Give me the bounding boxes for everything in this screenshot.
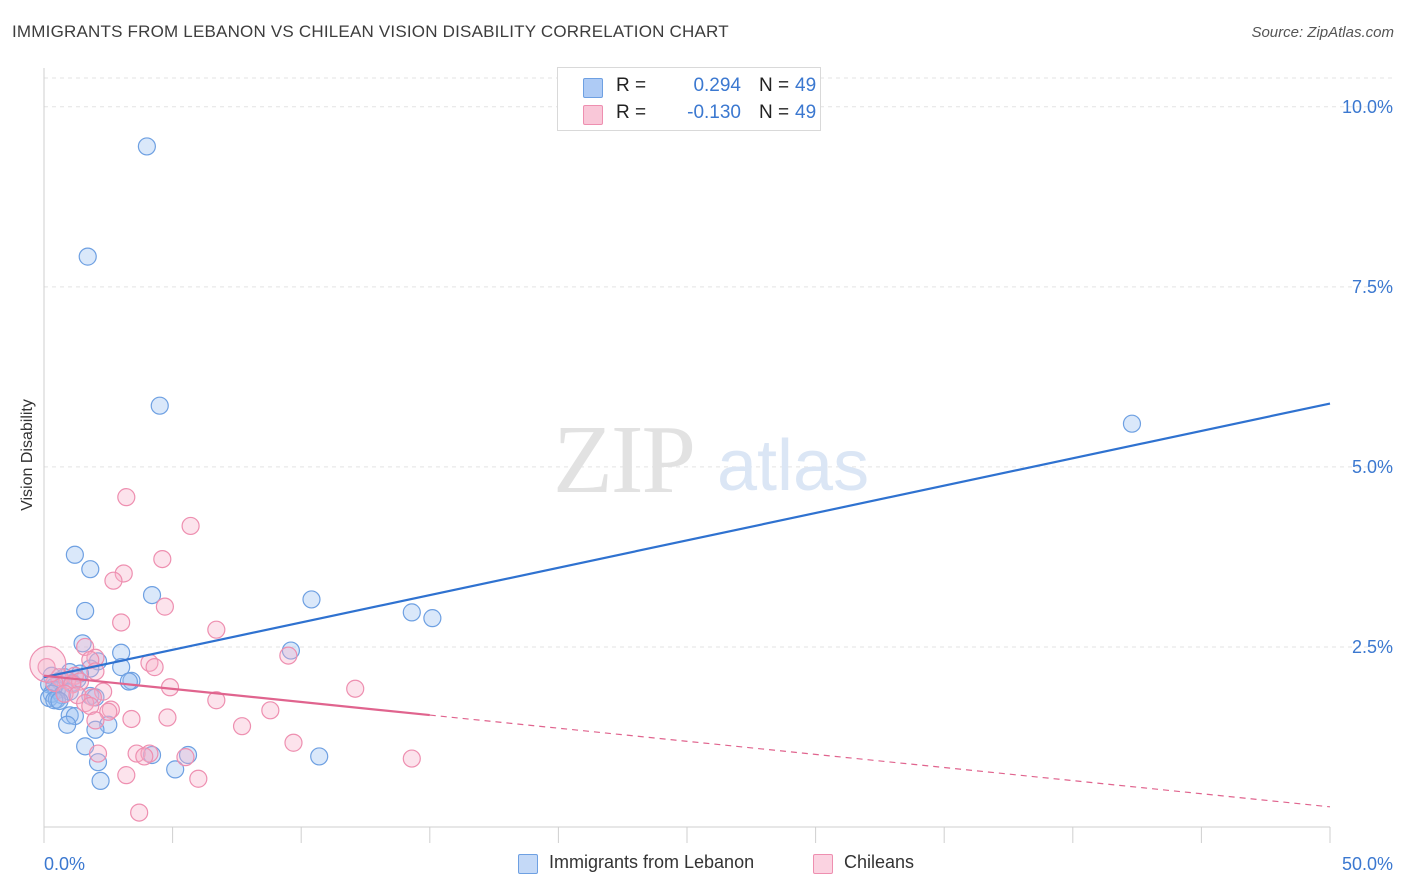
legend-swatch-lebanon <box>583 78 603 98</box>
chileans-point <box>181 516 200 536</box>
series-swatch-lebanon <box>518 854 538 874</box>
lebanon-point <box>119 672 138 691</box>
chileans-point <box>135 747 154 766</box>
legend-n-value: 49 <box>795 75 817 96</box>
axes <box>43 68 1331 843</box>
chileans-point <box>130 803 149 822</box>
lebanon-point <box>150 396 169 415</box>
lebanon-point <box>178 745 198 765</box>
chileans-point <box>279 646 298 665</box>
chileans-point <box>284 733 303 752</box>
watermark-zip: ZIP <box>553 406 694 514</box>
chileans-point <box>112 613 131 632</box>
source-credit: Source: ZipAtlas.com <box>1251 24 1394 41</box>
lebanon-point <box>78 247 97 266</box>
lebanon-point <box>166 760 185 779</box>
chileans-point <box>346 679 365 698</box>
lebanon-point <box>137 137 156 156</box>
chileans-point <box>94 682 113 701</box>
legend-n-label: N = <box>759 75 790 96</box>
chileans-point <box>207 620 226 639</box>
y-tick-label: 10.0% <box>1342 97 1393 117</box>
chileans-point <box>189 769 208 788</box>
lebanon-point <box>423 609 442 628</box>
y-tick-label: 5.0% <box>1352 457 1393 477</box>
lebanon-point <box>86 720 105 739</box>
lebanon-trend-line <box>43 402 1331 679</box>
chileans-point <box>117 488 136 507</box>
y-axis-label: Vision Disability <box>19 399 36 511</box>
chileans-point <box>88 744 108 763</box>
y-tick-label: 2.5% <box>1352 637 1393 657</box>
chileans-point <box>176 748 195 767</box>
x-tick-label: 50.0% <box>1342 854 1393 874</box>
lebanon-point <box>81 560 100 579</box>
legend-r-value: -0.130 <box>687 102 741 123</box>
chileans-point <box>104 571 123 590</box>
legend-n-label: N = <box>759 102 790 123</box>
series-legend-label: Chileans <box>844 852 915 872</box>
chileans-point <box>99 702 118 721</box>
chileans-point <box>86 711 105 730</box>
series-swatch-chileans <box>813 854 833 874</box>
watermark-atlas: atlas <box>717 426 869 506</box>
data-points <box>29 137 1142 822</box>
chileans-point <box>76 694 95 713</box>
watermark: ZIP atlas <box>553 406 869 514</box>
chileans-point <box>155 597 174 616</box>
legend-r-value: 0.294 <box>693 75 741 96</box>
lebanon-point <box>65 545 84 564</box>
series-legend-label: Immigrants from Lebanon <box>549 852 755 872</box>
legend-swatch-chileans <box>583 105 603 125</box>
lebanon-point <box>310 747 329 766</box>
chileans-point <box>81 696 100 716</box>
chileans-point <box>158 708 177 727</box>
lebanon-point <box>302 590 321 609</box>
lebanon-point <box>112 658 131 677</box>
trend-lines <box>43 402 1331 808</box>
chileans-point <box>232 717 252 736</box>
chileans-point <box>101 700 120 719</box>
lebanon-point <box>58 715 77 734</box>
legend-n-value: 49 <box>795 102 817 123</box>
chileans-point <box>207 691 226 710</box>
lebanon-point <box>91 771 110 791</box>
chileans-point <box>117 766 136 785</box>
lebanon-point <box>76 601 95 621</box>
legend-r-label: R = <box>616 102 647 123</box>
chileans-point <box>402 749 421 768</box>
correlation-legend: R = 0.294 N = 49 R = -0.130 N = 49 <box>557 67 821 131</box>
chileans-trend-line-extension <box>429 714 1331 808</box>
lebanon-point <box>402 603 421 622</box>
chart-title: IMMIGRANTS FROM LEBANON VS CHILEAN VISIO… <box>12 22 729 41</box>
tick-labels: 2.5% 5.0% 7.5% 10.0% 0.0% 50.0% <box>44 97 1393 874</box>
lebanon-point <box>142 585 162 605</box>
chileans-point <box>122 709 141 729</box>
chileans-point <box>29 645 67 683</box>
y-tick-label: 7.5% <box>1352 277 1393 297</box>
chileans-trend-line <box>43 674 430 717</box>
x-tick-label: 0.0% <box>44 854 85 874</box>
chileans-point <box>261 701 280 720</box>
lebanon-point <box>281 641 301 660</box>
chileans-point <box>114 564 133 583</box>
lebanon-point <box>1122 414 1142 433</box>
legend-r-label: R = <box>616 75 647 96</box>
chileans-point <box>145 658 164 677</box>
chileans-point <box>140 744 159 763</box>
gridlines <box>44 77 1395 648</box>
chileans-point <box>153 549 172 569</box>
